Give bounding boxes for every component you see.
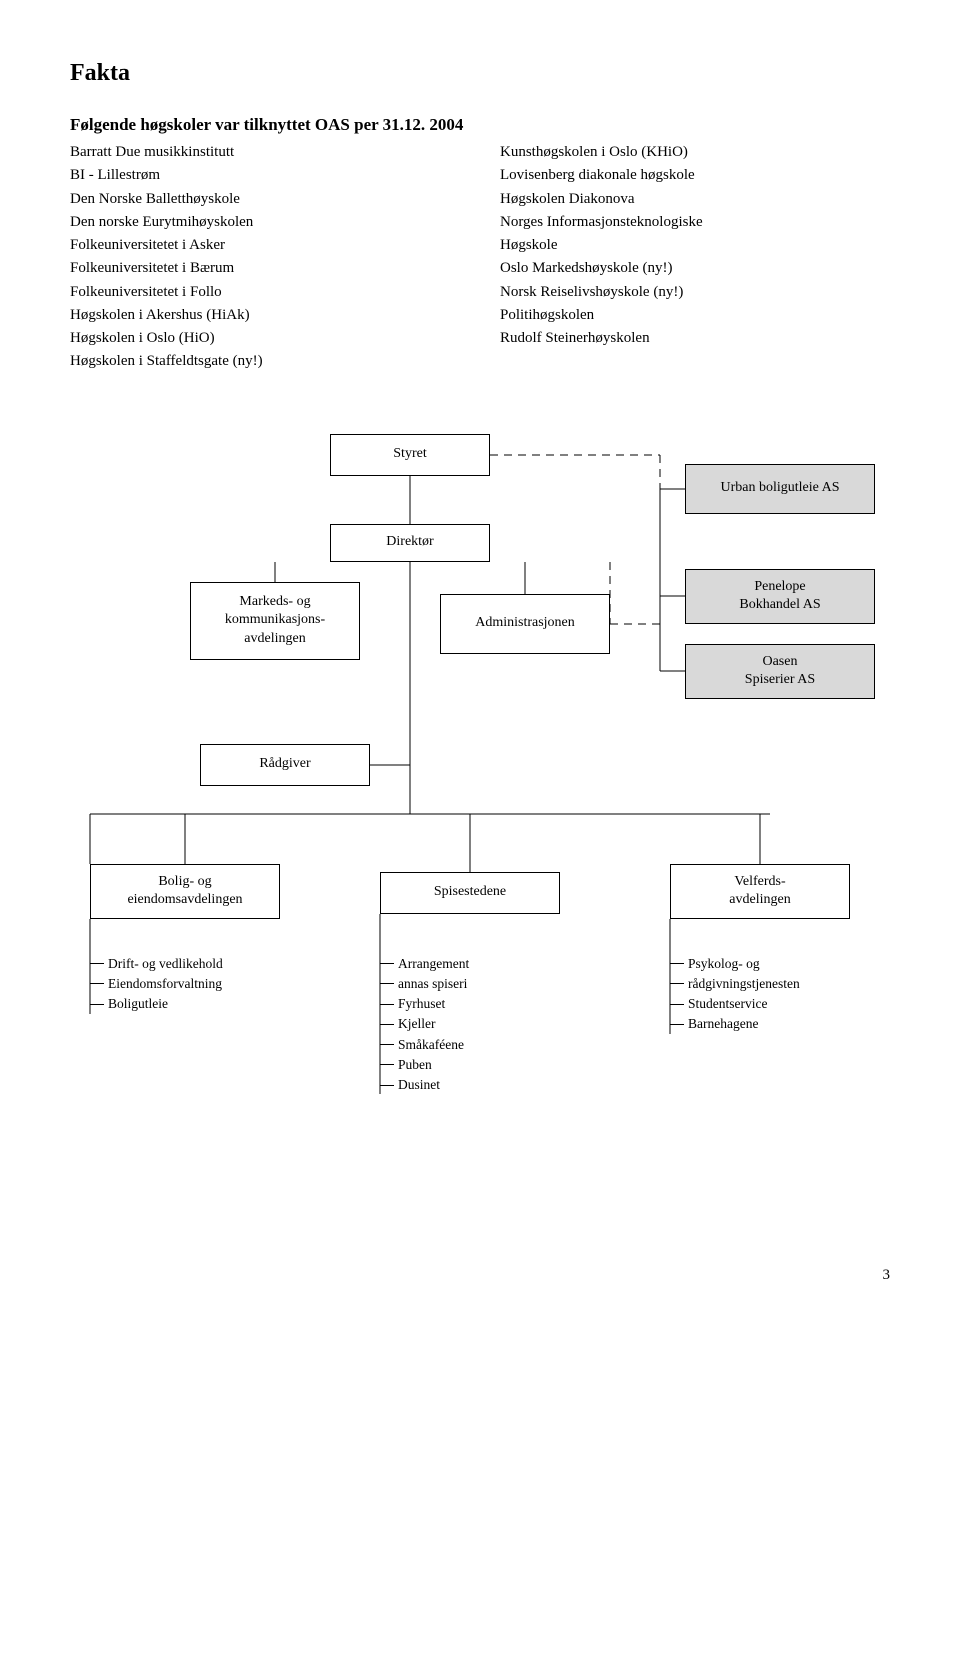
list-item: Norsk Reiselivshøyskole (ny!)	[500, 281, 890, 304]
list-item: Høgskole	[500, 234, 890, 257]
page-title: Fakta	[70, 60, 890, 87]
org-sublist-label: annas spiseri	[398, 974, 467, 994]
org-sublist-item: Arrangement	[380, 954, 469, 974]
stub-icon	[670, 1024, 684, 1025]
org-node-spise: Spisestedene	[380, 872, 560, 914]
org-sublist-label: Psykolog- og	[688, 954, 760, 974]
list-item: BI - Lillestrøm	[70, 164, 460, 187]
org-sublist-item: Drift- og vedlikehold	[90, 954, 223, 974]
stub-icon	[380, 1064, 394, 1065]
org-sublist-item: Studentservice	[670, 994, 800, 1014]
list-item: Rudolf Steinerhøyskolen	[500, 327, 890, 350]
list-item: Norges Informasjonsteknologiske	[500, 211, 890, 234]
list-item: Barratt Due musikkinstitutt	[70, 141, 460, 164]
org-sublist-item: Boligutleie	[90, 994, 223, 1014]
org-chart: Styret Direktør Markeds- ogkommunikasjons-…	[70, 434, 890, 1254]
list-item: Høgskolen i Staffeldtsgate (ny!)	[70, 350, 460, 373]
org-sublist-label: Fyrhuset	[398, 994, 445, 1014]
org-sublist-item: Eiendomsforvaltning	[90, 974, 223, 994]
stub-icon	[380, 1085, 394, 1086]
org-node-penelope: PenelopeBokhandel AS	[685, 569, 875, 624]
org-sublist-velferd_items: Psykolog- ogrådgivningstjenestenStudents…	[670, 954, 800, 1035]
org-sublist-item: Barnehagene	[670, 1014, 800, 1034]
org-sublist-item: Fyrhuset	[380, 994, 469, 1014]
org-sublist-label: Boligutleie	[108, 994, 168, 1014]
org-sublist-item: Dusinet	[380, 1075, 469, 1095]
org-sublist-label: Studentservice	[688, 994, 767, 1014]
list-item: Høgskolen i Akershus (HiAk)	[70, 304, 460, 327]
right-column: Kunsthøgskolen i Oslo (KHiO)Lovisenberg …	[500, 141, 890, 374]
org-sublist-label: rådgivningstjenesten	[688, 974, 800, 994]
org-node-bolig: Bolig- ogeiendomsavdelingen	[90, 864, 280, 919]
subtitle: Følgende høgskoler var tilknyttet OAS pe…	[70, 115, 890, 135]
stub-icon	[380, 1024, 394, 1025]
list-item: Kunsthøgskolen i Oslo (KHiO)	[500, 141, 890, 164]
org-sublist-spise_items: Arrangementannas spiseriFyrhusetKjellerS…	[380, 954, 469, 1096]
stub-icon	[670, 1004, 684, 1005]
org-node-markeds: Markeds- ogkommunikasjons-avdelingen	[190, 582, 360, 660]
stub-icon	[90, 1004, 104, 1005]
org-node-direktor: Direktør	[330, 524, 490, 562]
org-sublist-label: Småkaféene	[398, 1035, 464, 1055]
list-item: Den norske Eurytmihøyskolen	[70, 211, 460, 234]
org-sublist-label: Drift- og vedlikehold	[108, 954, 223, 974]
org-sublist-label: Arrangement	[398, 954, 469, 974]
list-item: Folkeuniversitetet i Bærum	[70, 257, 460, 280]
org-sublist-label: Barnehagene	[688, 1014, 758, 1034]
list-item: Den Norske Balletthøyskole	[70, 188, 460, 211]
stub-icon	[670, 963, 684, 964]
list-item: Oslo Markedshøyskole (ny!)	[500, 257, 890, 280]
org-node-admin: Administrasjonen	[440, 594, 610, 654]
school-columns: Barratt Due musikkinstituttBI - Lillestr…	[70, 141, 890, 374]
list-item: Folkeuniversitetet i Follo	[70, 281, 460, 304]
org-sublist-label: Puben	[398, 1055, 432, 1075]
stub-icon	[90, 983, 104, 984]
org-sublist-bolig_items: Drift- og vedlikeholdEiendomsforvaltning…	[90, 954, 223, 1015]
stub-icon	[380, 963, 394, 964]
stub-icon	[380, 1004, 394, 1005]
org-sublist-item: rådgivningstjenesten	[670, 974, 800, 994]
org-sublist-label: Dusinet	[398, 1075, 440, 1095]
list-item: Høgskolen i Oslo (HiO)	[70, 327, 460, 350]
list-item: Politihøgskolen	[500, 304, 890, 327]
page-number: 3	[883, 1267, 891, 1284]
org-node-urban: Urban boligutleie AS	[685, 464, 875, 514]
org-node-oasen: OasenSpiserier AS	[685, 644, 875, 699]
list-item: Lovisenberg diakonale høgskole	[500, 164, 890, 187]
org-sublist-item: Småkaféene	[380, 1035, 469, 1055]
org-sublist-item: Kjeller	[380, 1014, 469, 1034]
stub-icon	[90, 963, 104, 964]
org-sublist-label: Eiendomsforvaltning	[108, 974, 222, 994]
org-node-velferd: Velferds-avdelingen	[670, 864, 850, 919]
left-column: Barratt Due musikkinstituttBI - Lillestr…	[70, 141, 460, 374]
org-node-radgiver: Rådgiver	[200, 744, 370, 786]
org-node-styret: Styret	[330, 434, 490, 476]
list-item: Høgskolen Diakonova	[500, 188, 890, 211]
org-sublist-item: annas spiseri	[380, 974, 469, 994]
org-sublist-item: Psykolog- og	[670, 954, 800, 974]
org-sublist-item: Puben	[380, 1055, 469, 1075]
stub-icon	[670, 983, 684, 984]
stub-icon	[380, 983, 394, 984]
org-sublist-label: Kjeller	[398, 1014, 435, 1034]
list-item: Folkeuniversitetet i Asker	[70, 234, 460, 257]
stub-icon	[380, 1044, 394, 1045]
